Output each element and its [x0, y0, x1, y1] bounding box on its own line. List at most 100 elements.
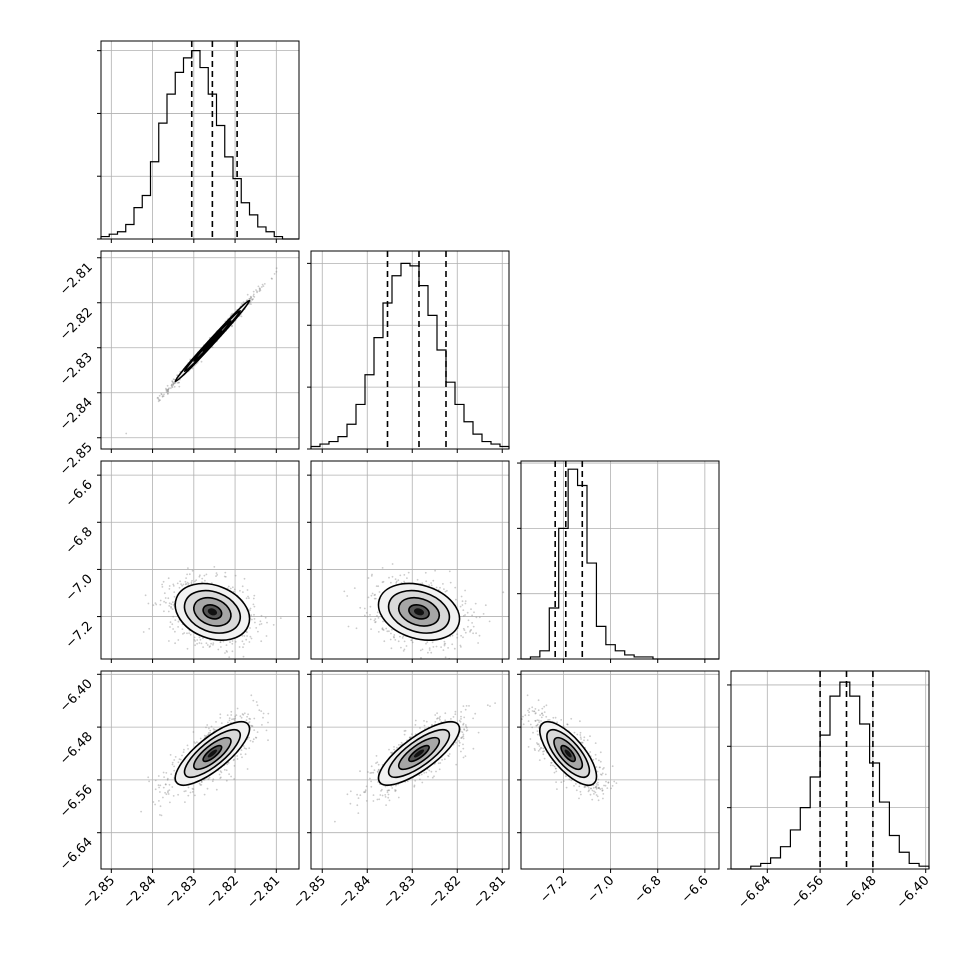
sample-point — [168, 789, 171, 791]
sample-point — [199, 638, 202, 641]
sample-point — [194, 580, 196, 583]
sample-point — [438, 768, 441, 771]
sample-point — [410, 639, 413, 642]
sample-point — [243, 635, 246, 637]
contour-0 — [377, 582, 461, 641]
sample-point — [439, 715, 441, 718]
sample-point — [373, 619, 376, 622]
sample-point — [225, 779, 228, 782]
sample-point — [470, 629, 473, 631]
sample-point — [413, 784, 416, 787]
sample-point — [257, 285, 260, 288]
sample-point — [458, 740, 460, 742]
sample-point — [473, 611, 475, 614]
sample-point — [258, 709, 261, 712]
sample-point — [421, 781, 424, 784]
sample-point — [386, 791, 389, 794]
sample-point — [467, 625, 469, 628]
sample-point — [370, 575, 373, 577]
sample-point — [140, 810, 143, 813]
sample-point — [167, 793, 170, 795]
sample-point — [179, 580, 182, 583]
sample-point — [252, 597, 255, 600]
sample-point — [154, 803, 157, 806]
panel-frame — [100, 670, 300, 870]
sample-point — [431, 776, 434, 779]
sample-point — [200, 781, 203, 783]
sample-point — [374, 593, 376, 596]
sample-point — [177, 381, 180, 384]
sample-point — [390, 632, 392, 635]
histogram-step — [731, 681, 930, 870]
sample-point — [420, 657, 422, 659]
sample-point — [205, 573, 208, 576]
sample-point — [162, 771, 165, 774]
sample-point — [375, 762, 377, 764]
sample-point — [469, 630, 471, 633]
sample-point — [394, 790, 397, 793]
sample-point — [230, 710, 233, 713]
sample-point — [225, 644, 228, 646]
sample-point — [251, 298, 254, 301]
sample-point — [157, 398, 160, 401]
sample-point — [381, 567, 384, 569]
sample-point — [494, 702, 496, 704]
sample-point — [464, 602, 467, 605]
sample-point — [233, 765, 236, 767]
sample-point — [421, 648, 424, 651]
sample-point — [231, 312, 234, 315]
sample-point — [167, 790, 169, 793]
sample-point — [183, 748, 185, 751]
sample-point — [357, 797, 360, 799]
sample-point — [404, 729, 407, 732]
sample-point — [261, 283, 264, 286]
sample-point — [456, 636, 459, 639]
sample-point — [174, 630, 176, 633]
sample-point — [376, 611, 379, 614]
sample-point — [400, 646, 402, 649]
sample-point — [603, 767, 605, 769]
sample-point — [455, 741, 457, 744]
sample-point — [190, 582, 193, 585]
sample-point — [213, 728, 216, 731]
sample-point — [555, 770, 558, 773]
sample-point — [248, 597, 250, 599]
sample-point — [165, 388, 168, 391]
sample-point — [349, 790, 352, 793]
sample-point — [171, 385, 173, 388]
sample-point — [460, 595, 463, 598]
density-level-4 — [413, 749, 425, 758]
sample-point — [249, 609, 251, 612]
sample-point — [388, 799, 391, 802]
sample-point — [186, 744, 189, 747]
sample-point — [206, 644, 209, 646]
sample-point — [240, 749, 243, 751]
sample-point — [239, 715, 242, 718]
sample-point — [201, 577, 204, 580]
sample-point — [169, 387, 172, 389]
sample-point — [248, 736, 250, 739]
sample-point — [560, 781, 563, 784]
sample-point — [210, 642, 213, 645]
sample-point — [187, 748, 190, 750]
sample-point — [240, 303, 243, 305]
sample-point — [251, 618, 253, 621]
sample-point — [397, 640, 400, 643]
sample-point — [438, 717, 441, 720]
sample-point — [202, 637, 204, 639]
sample-point — [386, 789, 389, 792]
sample-point — [236, 755, 239, 757]
sample-point — [395, 580, 398, 583]
sample-point — [437, 762, 440, 765]
sample-point — [377, 585, 380, 588]
sample-point — [170, 607, 173, 609]
sample-point — [428, 769, 431, 772]
sample-point — [410, 639, 413, 642]
sample-point — [215, 721, 217, 723]
sample-point — [464, 600, 467, 602]
sample-point — [167, 610, 170, 613]
sample-point — [595, 786, 598, 789]
sample-point — [391, 787, 394, 789]
sample-point — [178, 381, 180, 384]
sample-point — [279, 617, 282, 619]
